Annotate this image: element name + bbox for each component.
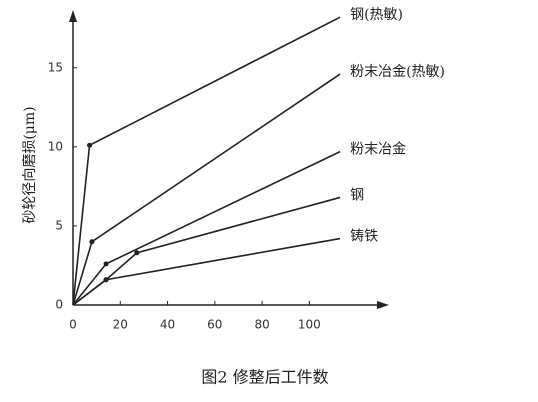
x-tick-label: 80 (254, 318, 269, 332)
series-label: 粉末冶金 (350, 142, 406, 158)
point (134, 250, 140, 256)
x-tick-label: 0 (69, 318, 77, 332)
series-label: 粉末冶金(热敏) (350, 64, 445, 80)
series-line (72, 73, 341, 306)
y-tick-label: 15 (48, 60, 63, 74)
series-label: 钢 (350, 187, 364, 203)
point (103, 261, 109, 267)
y-arrow (69, 10, 77, 22)
point (87, 142, 93, 148)
y-tick-label: 10 (48, 139, 63, 153)
caption: 图2 修整后工件数 (201, 368, 328, 387)
x-arrow (377, 301, 389, 309)
point (103, 277, 109, 283)
series-line (72, 237, 341, 306)
y-tick-label: 0 (55, 298, 63, 312)
point (89, 239, 95, 245)
series-label: 钢(热敏) (350, 7, 403, 23)
x-tick-label: 60 (207, 318, 222, 332)
y-tick-label: 5 (55, 218, 63, 232)
x-tick-label: 20 (113, 318, 128, 332)
x-tick-label: 40 (160, 318, 175, 332)
series-line (72, 196, 341, 306)
y-axis-label: 砂轮径向磨损(μm) (22, 106, 38, 223)
x-tick-label: 100 (298, 318, 321, 332)
series-label: 铸铁 (350, 229, 378, 245)
